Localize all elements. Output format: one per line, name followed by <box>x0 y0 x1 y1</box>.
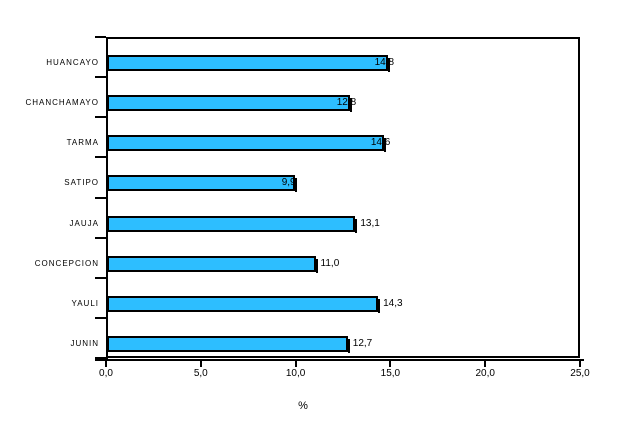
x-tick <box>199 361 202 367</box>
bar-shadow <box>315 258 318 273</box>
x-tick <box>389 361 392 367</box>
bar <box>107 295 381 313</box>
y-tick <box>95 116 106 119</box>
x-tick <box>294 361 297 367</box>
y-tick <box>95 276 106 279</box>
x-tick-label: 5,0 <box>193 368 208 379</box>
bar-shadow <box>387 58 390 72</box>
y-tick <box>95 316 106 319</box>
value-label: 14,6 <box>370 137 391 149</box>
x-tick <box>105 361 107 367</box>
bar <box>107 215 358 233</box>
bar-row: CONCEPCION 11,0 <box>0 238 620 278</box>
bar-shadow <box>347 338 350 353</box>
x-tick <box>579 361 581 367</box>
y-tick <box>95 76 106 79</box>
bar <box>107 55 390 72</box>
bar-shadow <box>355 218 358 233</box>
value-label: 12,7 <box>352 337 373 349</box>
x-axis-line <box>95 359 584 361</box>
bar-row: HUANCAYO 14,8 <box>0 37 620 77</box>
bar <box>107 175 297 193</box>
bar-row: CHANCHAMAYO 12,8 <box>0 77 620 117</box>
x-axis-label: % <box>298 400 308 412</box>
category-label: CHANCHAMAYO <box>25 98 99 108</box>
category-label: HUANCAYO <box>46 58 99 67</box>
category-label: SATIPO <box>64 178 99 188</box>
category-label: YAULI <box>71 298 99 308</box>
bar-row: YAULI 14,3 <box>0 278 620 318</box>
bar-shadow <box>383 138 386 153</box>
category-label: JAUJA <box>69 218 99 228</box>
y-axis-line <box>106 356 108 361</box>
value-label: 14,3 <box>383 297 403 309</box>
bar <box>107 95 352 113</box>
bar-row: JUNIN 12,7 <box>0 318 620 358</box>
y-tick <box>95 156 106 159</box>
bar-shadow <box>294 178 297 193</box>
x-tick-label: 10,0 <box>285 368 306 379</box>
bar <box>107 255 318 273</box>
bar <box>107 335 350 353</box>
x-tick-label: 15,0 <box>380 368 401 379</box>
y-tick <box>95 36 106 38</box>
bar-row: SATIPO 9,9 <box>0 157 620 197</box>
bar-shadow <box>378 298 381 313</box>
bar-row: JAUJA 13,1 <box>0 198 620 238</box>
x-tick-label: 20,0 <box>475 368 495 379</box>
x-tick-label: 25,0 <box>570 368 590 379</box>
value-label: 11,0 <box>320 257 340 269</box>
value-label: 12,8 <box>336 97 357 109</box>
value-label: 9,9 <box>281 177 296 189</box>
x-tick-label: 0,0 <box>99 368 113 379</box>
x-tick <box>484 361 487 367</box>
category-label: TARMA <box>66 138 99 148</box>
bar-row: TARMA 14,6 <box>0 117 620 157</box>
bar <box>107 135 386 153</box>
category-label: JUNIN <box>70 338 99 348</box>
bar-shadow <box>349 98 352 113</box>
value-label: 13,1 <box>360 217 380 229</box>
value-label: 14,8 <box>374 57 395 68</box>
y-tick <box>95 196 106 199</box>
category-label: CONCEPCION <box>34 258 99 268</box>
y-tick <box>95 357 106 359</box>
y-tick <box>95 236 106 239</box>
